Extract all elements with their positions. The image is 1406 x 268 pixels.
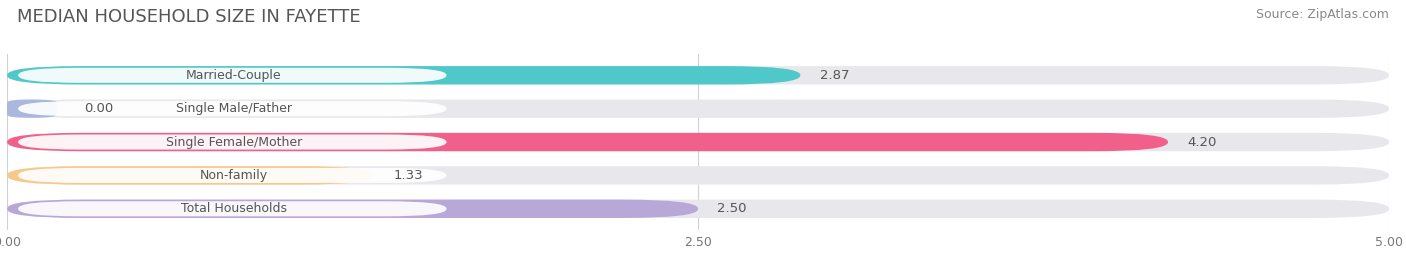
FancyBboxPatch shape — [7, 133, 1389, 151]
Text: Source: ZipAtlas.com: Source: ZipAtlas.com — [1256, 8, 1389, 21]
Text: Single Male/Father: Single Male/Father — [176, 102, 291, 115]
FancyBboxPatch shape — [7, 99, 56, 118]
FancyBboxPatch shape — [7, 200, 1389, 218]
Text: 0.00: 0.00 — [84, 102, 114, 115]
Text: Total Households: Total Households — [181, 202, 287, 215]
FancyBboxPatch shape — [7, 200, 697, 218]
Text: Married-Couple: Married-Couple — [186, 69, 281, 82]
FancyBboxPatch shape — [18, 168, 447, 183]
FancyBboxPatch shape — [18, 135, 447, 150]
FancyBboxPatch shape — [18, 68, 447, 83]
Text: 2.87: 2.87 — [820, 69, 849, 82]
FancyBboxPatch shape — [7, 133, 1168, 151]
FancyBboxPatch shape — [7, 66, 1389, 84]
Text: Non-family: Non-family — [200, 169, 267, 182]
FancyBboxPatch shape — [7, 99, 1389, 118]
Text: 1.33: 1.33 — [394, 169, 423, 182]
Text: 4.20: 4.20 — [1187, 136, 1216, 148]
Text: MEDIAN HOUSEHOLD SIZE IN FAYETTE: MEDIAN HOUSEHOLD SIZE IN FAYETTE — [17, 8, 360, 26]
Text: 2.50: 2.50 — [717, 202, 747, 215]
FancyBboxPatch shape — [7, 166, 1389, 185]
FancyBboxPatch shape — [18, 101, 447, 116]
FancyBboxPatch shape — [18, 201, 447, 216]
Text: Single Female/Mother: Single Female/Mother — [166, 136, 302, 148]
FancyBboxPatch shape — [7, 166, 374, 185]
FancyBboxPatch shape — [7, 66, 800, 84]
